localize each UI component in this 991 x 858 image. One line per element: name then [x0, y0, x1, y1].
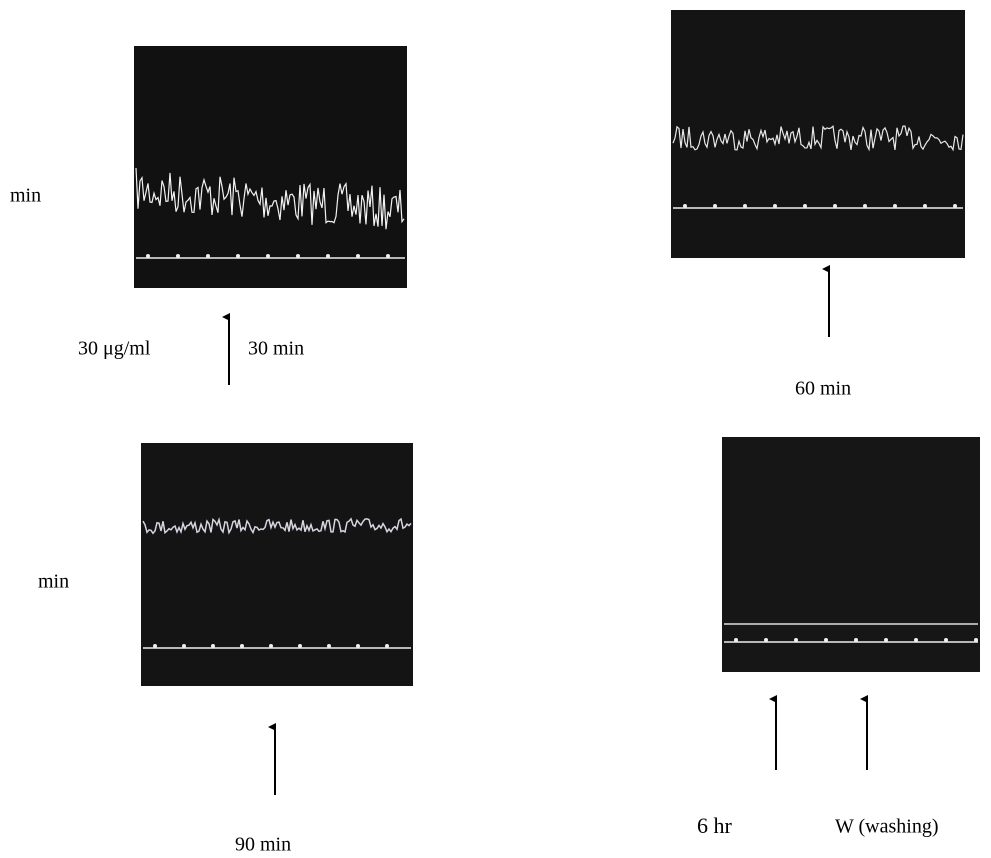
recording-panel — [141, 443, 413, 686]
trace — [824, 638, 828, 642]
trace — [764, 638, 768, 642]
trace — [974, 638, 978, 642]
figure: min 30 μg/ml 30 min 60 min min 90 min 6 … — [0, 0, 991, 858]
trace — [326, 254, 330, 258]
trace — [385, 644, 389, 648]
recording-panel — [671, 10, 965, 258]
trace — [884, 638, 888, 642]
trace — [240, 644, 244, 648]
trace — [683, 204, 687, 208]
trace — [269, 644, 273, 648]
trace — [298, 644, 302, 648]
trace — [176, 254, 180, 258]
trace — [296, 254, 300, 258]
trace — [327, 644, 331, 648]
trace — [713, 204, 717, 208]
recording-panel — [134, 46, 407, 288]
trace — [356, 644, 360, 648]
trace — [944, 638, 948, 642]
side-label: min — [38, 571, 69, 593]
trace — [863, 204, 867, 208]
caption: 90 min — [235, 834, 291, 856]
trace — [743, 204, 747, 208]
caption: 6 hr — [697, 813, 733, 838]
trace — [854, 638, 858, 642]
trace — [266, 254, 270, 258]
caption: W (washing) — [835, 816, 939, 838]
side-label: min — [10, 185, 41, 207]
caption: 60 min — [795, 378, 851, 400]
dose-label: 30 μg/ml — [78, 338, 151, 360]
trace — [833, 204, 837, 208]
trace — [794, 638, 798, 642]
trace — [236, 254, 240, 258]
trace — [953, 204, 957, 208]
trace — [153, 644, 157, 648]
trace — [803, 204, 807, 208]
trace — [146, 254, 150, 258]
trace — [206, 254, 210, 258]
trace — [893, 204, 897, 208]
recording-panel — [722, 437, 980, 672]
trace — [914, 638, 918, 642]
trace — [734, 638, 738, 642]
trace — [211, 644, 215, 648]
time-label: 30 min — [248, 338, 304, 360]
trace — [923, 204, 927, 208]
trace — [386, 254, 390, 258]
trace — [773, 204, 777, 208]
trace — [356, 254, 360, 258]
trace — [182, 644, 186, 648]
